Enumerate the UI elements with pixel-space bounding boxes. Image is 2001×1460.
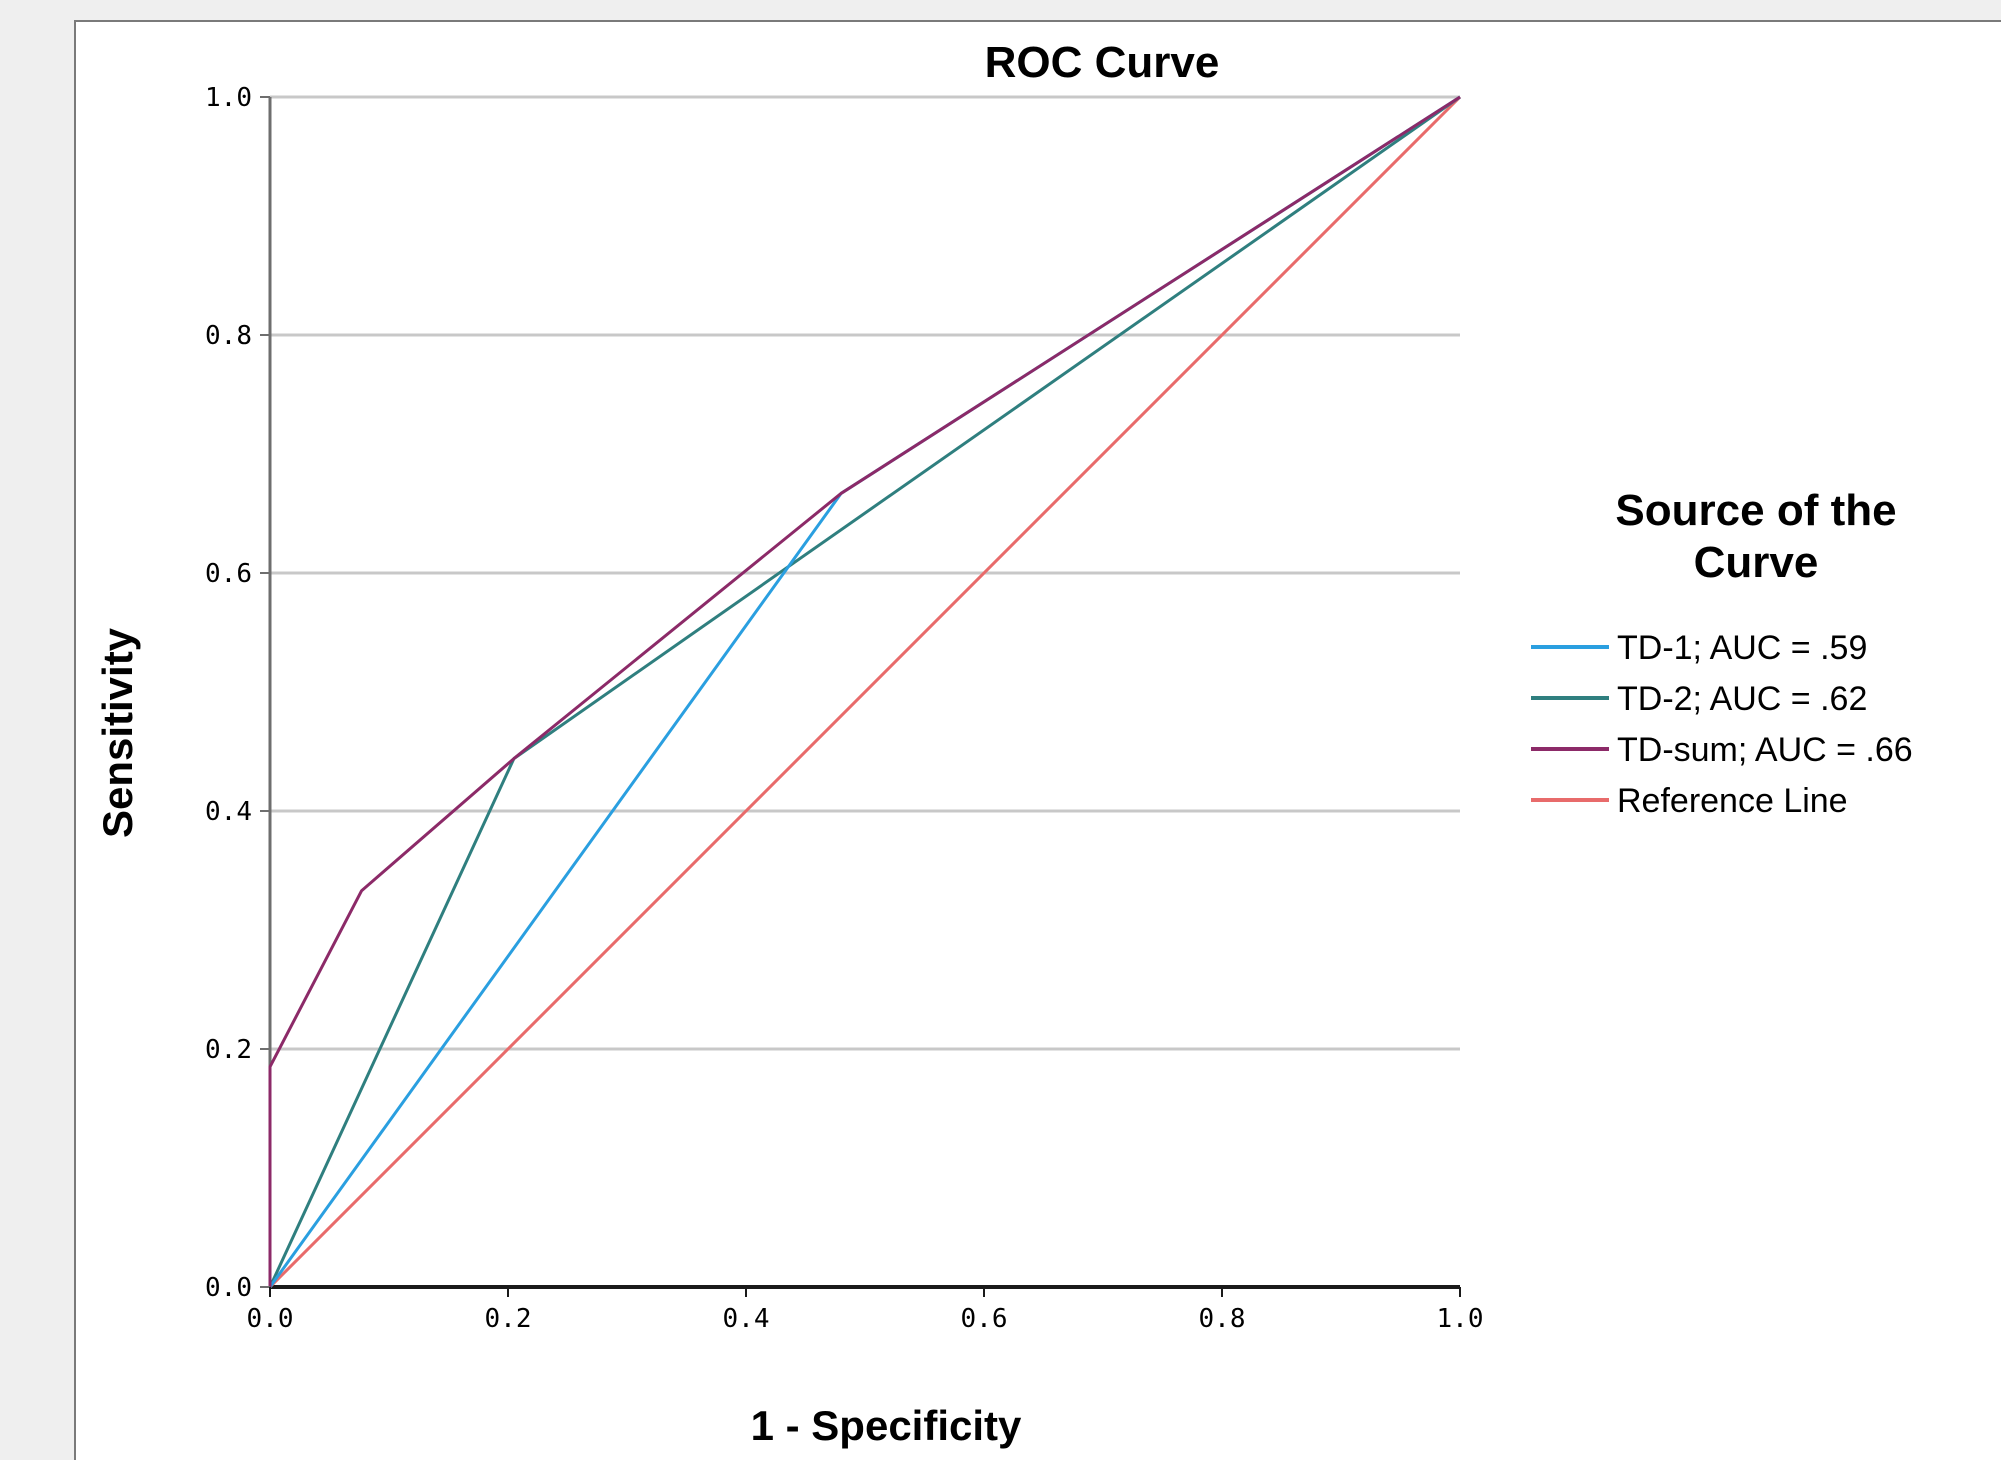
- legend-items: TD-1; AUC = .59 TD-2; AUC = .62 TD-sum; AU…: [1531, 629, 1913, 820]
- y-tick-label-0.4: 0.4: [205, 797, 252, 827]
- series-line-3: [268, 95, 1461, 1287]
- x-tick-label-0.4: 0.4: [723, 1304, 770, 1334]
- legend-title-line-2: Curve: [1694, 538, 1819, 587]
- tick-labels: 0.0 0.2 0.4 0.6 0.8 1.0 0.0 0.2 0.4 0.6 0.8 1.0: [205, 83, 1483, 1334]
- series-line-4: [268, 95, 1462, 1289]
- x-tick-label-0.2: 0.2: [485, 1304, 532, 1334]
- legend-label-1: TD-1; AUC = .59: [1617, 629, 1867, 667]
- legend: Source of the Curve TD-1; AUC = .59 TD-2;…: [1531, 486, 1913, 820]
- legend-title-line-1: Source of the: [1615, 486, 1896, 535]
- chart-title: ROC Curve: [985, 38, 1220, 87]
- x-tick-label-0.0: 0.0: [247, 1304, 294, 1334]
- legend-label-3: TD-sum; AUC = .66: [1617, 731, 1913, 769]
- x-axis-label: 1 - Specificity: [751, 1402, 1022, 1449]
- y-tick-label-0.0: 0.0: [205, 1273, 252, 1303]
- legend-label-4: Reference Line: [1617, 782, 1848, 820]
- chart-frame: ROC Curve 0.0 0.2 0.4 0.6 0.8 1.0 0.0 0.2 0.4 0.6…: [74, 20, 2001, 1460]
- legend-label-2: TD-2; AUC = .62: [1617, 680, 1867, 718]
- y-axis-label: Sensitivity: [94, 627, 141, 838]
- roc-chart: ROC Curve 0.0 0.2 0.4 0.6 0.8 1.0 0.0 0.2 0.4 0.6…: [94, 38, 1913, 1449]
- y-tick-label-1.0: 1.0: [205, 83, 252, 113]
- x-tick-label-1.0: 1.0: [1437, 1304, 1484, 1334]
- y-tick-label-0.8: 0.8: [205, 321, 252, 351]
- x-tick-label-0.6: 0.6: [961, 1304, 1008, 1334]
- x-tick-label-0.8: 0.8: [1199, 1304, 1246, 1334]
- y-tick-label-0.2: 0.2: [205, 1035, 252, 1065]
- series-lines: [268, 95, 1462, 1289]
- y-tick-label-0.6: 0.6: [205, 559, 252, 589]
- gridlines: [270, 95, 1460, 1051]
